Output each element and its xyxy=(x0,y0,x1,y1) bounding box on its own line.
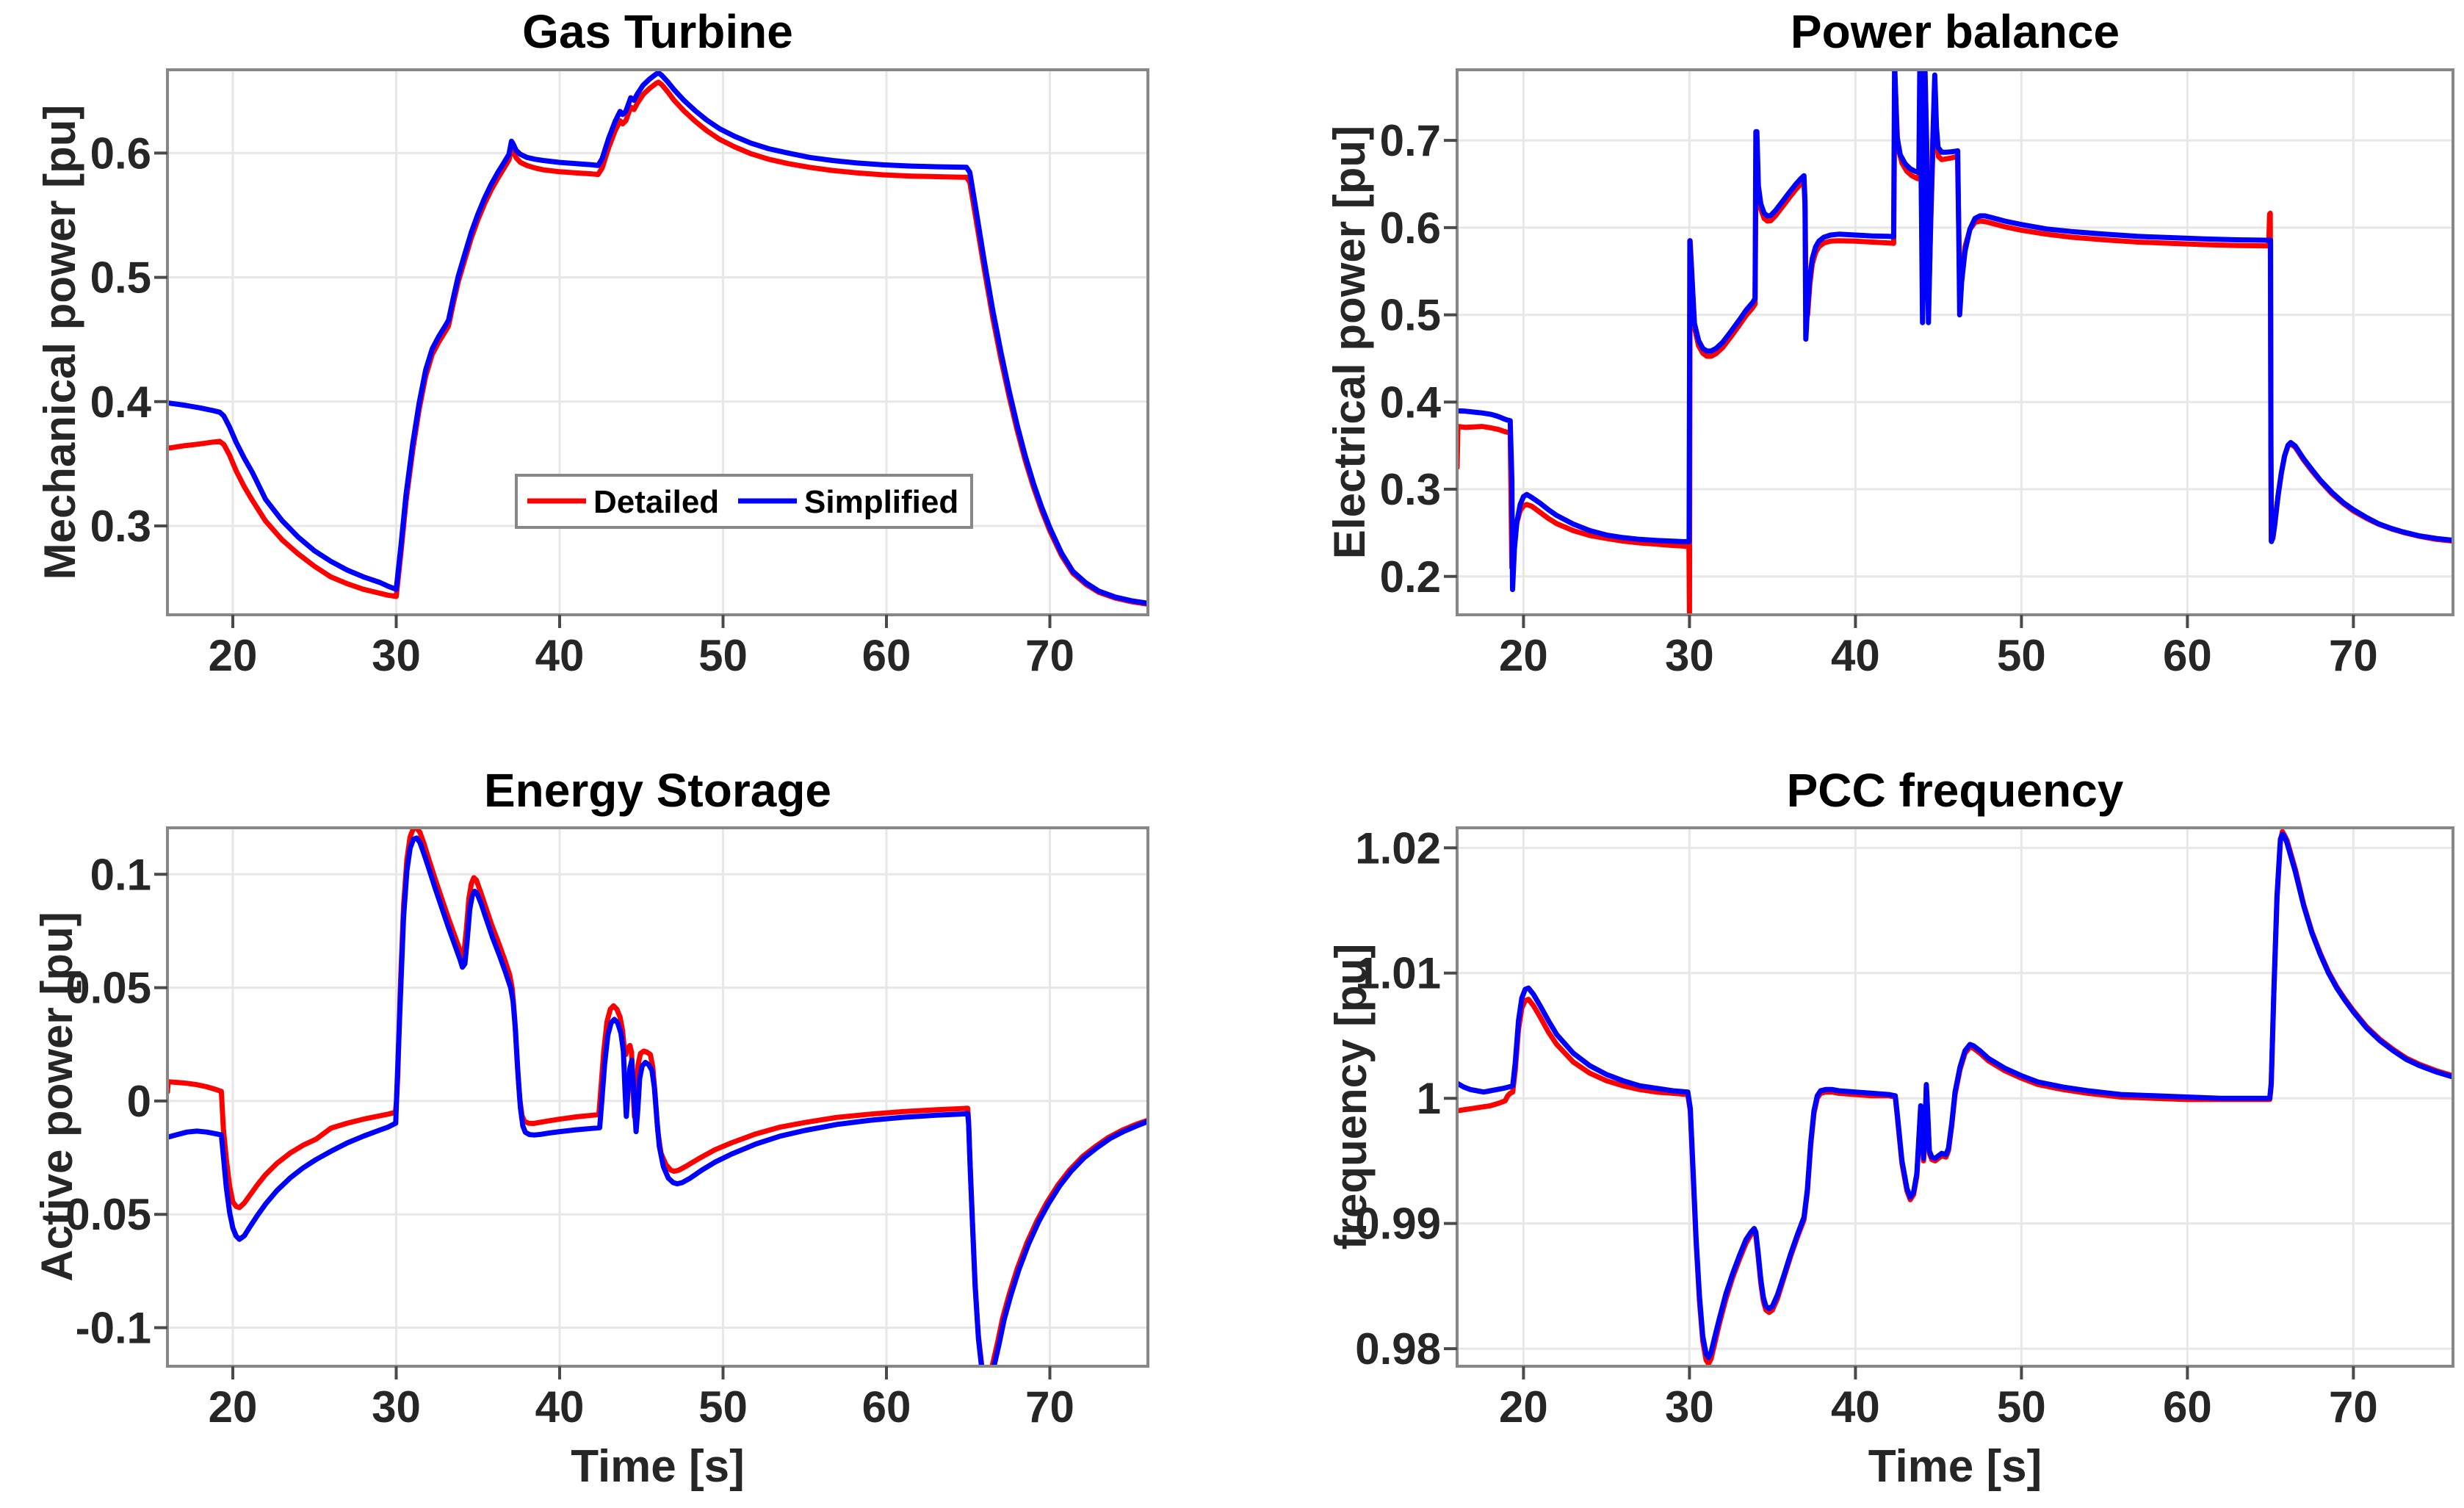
y-axis-label-power-balance: Electrical power [pu] xyxy=(1325,125,1374,560)
x-tick-label: 30 xyxy=(372,1382,421,1432)
y-tick-label: 0.5 xyxy=(1380,291,1441,340)
pcc-frequency-chart: 20 30 40 50 60 70 0.98 0.99 1 1.01 1.02 xyxy=(1355,823,2454,1432)
x-tick-label: 50 xyxy=(698,631,748,680)
y-tick-label: -0.1 xyxy=(76,1304,151,1353)
x-tick-label: 70 xyxy=(2329,631,2378,680)
gas-turbine-chart: 20 30 40 50 60 70 0.3 0.4 0.5 0.6 Detailed Simplifi… xyxy=(90,68,1149,680)
x-tick-label: 40 xyxy=(1831,1382,1880,1432)
series-group xyxy=(167,70,1148,607)
y-tick-label: 1 xyxy=(1417,1074,1441,1123)
legend: Detailed Simplified xyxy=(515,474,973,529)
series-group xyxy=(1457,829,2453,1366)
series-line-simplified xyxy=(167,70,1148,606)
y-tick-label: 0.05 xyxy=(65,964,151,1013)
x-tick-label: 50 xyxy=(698,1382,748,1432)
x-tick-label: 50 xyxy=(1997,1382,2046,1432)
tick-marks xyxy=(154,151,1052,628)
axes-box xyxy=(166,68,1149,616)
y-tick-label: 0.3 xyxy=(1380,465,1441,514)
axes-box xyxy=(1456,68,2454,616)
y-axis-label-gas-turbine: Mechanical power [pu] xyxy=(35,104,84,580)
tick-marks xyxy=(1444,846,2355,1379)
x-tick-label: 30 xyxy=(1665,1382,1714,1432)
y-tick-label: 0.6 xyxy=(1380,203,1441,253)
x-tick-label: 20 xyxy=(209,631,258,680)
y-tick-label: 0.4 xyxy=(1380,378,1442,427)
x-tick-label: 20 xyxy=(1499,1382,1548,1432)
x-tick-label: 50 xyxy=(1997,631,2046,680)
series-line-simplified xyxy=(1457,831,2453,1360)
y-tick-label: 0.99 xyxy=(1355,1199,1441,1249)
energy-storage-chart: 20 30 40 50 60 70 -0.1 -0.05 0 0.05 0.1 xyxy=(51,826,1149,1432)
y-tick-label: 1.02 xyxy=(1355,823,1441,873)
x-axis-label-pcc-frequency: Time [s] xyxy=(1868,1441,2042,1492)
series-group xyxy=(167,828,1148,1366)
x-axis-label-energy-storage: Time [s] xyxy=(571,1441,745,1492)
y-tick-label: 0.4 xyxy=(90,378,152,427)
x-tick-label: 30 xyxy=(372,631,421,680)
x-tick-label: 20 xyxy=(209,1382,258,1432)
y-tick-label: 0.98 xyxy=(1355,1324,1441,1374)
y-tick-label: 1.01 xyxy=(1355,949,1441,998)
chart-title-gas-turbine: Gas Turbine xyxy=(522,5,793,58)
tick-marks xyxy=(154,873,1052,1379)
x-tick-label: 40 xyxy=(535,631,585,680)
gridlines xyxy=(1457,70,2453,615)
x-tick-label: 70 xyxy=(1025,631,1074,680)
y-tick-label: 0.2 xyxy=(1380,552,1441,602)
y-tick-label: 0.7 xyxy=(1380,116,1441,165)
y-tick-label: 0.5 xyxy=(90,253,151,303)
y-axis-label-pcc-frequency: frequency [pu] xyxy=(1326,943,1376,1250)
chart-title-power-balance: Power balance xyxy=(1790,5,2120,58)
series-group xyxy=(1457,70,2453,615)
x-tick-label: 20 xyxy=(1499,631,1548,680)
y-tick-label: 0.3 xyxy=(90,502,151,551)
y-tick-label: 0.6 xyxy=(90,129,151,178)
x-tick-label: 70 xyxy=(1025,1382,1074,1432)
power-balance-chart: 20 30 40 50 60 70 0.2 0.3 0.4 0.5 0.6 0.7 xyxy=(1380,68,2454,680)
series-line-simplified xyxy=(1457,70,2453,593)
x-tick-label: 60 xyxy=(862,1382,911,1432)
x-tick-label: 70 xyxy=(2329,1382,2378,1432)
legend-label-simplified: Simplified xyxy=(804,484,958,520)
y-tick-label: 0.1 xyxy=(90,850,151,899)
x-tick-label: 60 xyxy=(2163,631,2212,680)
tick-marks xyxy=(1444,139,2355,628)
x-tick-label: 60 xyxy=(2163,1382,2212,1432)
x-tick-label: 30 xyxy=(1665,631,1714,680)
x-tick-label: 40 xyxy=(1831,631,1880,680)
y-axis-label-energy-storage: Active power [pu] xyxy=(32,912,82,1282)
chart-title-energy-storage: Energy Storage xyxy=(483,764,832,817)
series-line-detailed xyxy=(1457,76,2453,615)
chart-title-pcc-frequency: PCC frequency xyxy=(1786,764,2124,817)
x-tick-label: 60 xyxy=(862,631,911,680)
y-tick-label: 0 xyxy=(127,1077,151,1126)
y-tick-label: -0.05 xyxy=(51,1190,151,1239)
series-line-simplified xyxy=(167,835,1148,1366)
legend-label-detailed: Detailed xyxy=(593,484,719,520)
axes-box xyxy=(166,826,1149,1368)
x-tick-label: 40 xyxy=(535,1382,585,1432)
